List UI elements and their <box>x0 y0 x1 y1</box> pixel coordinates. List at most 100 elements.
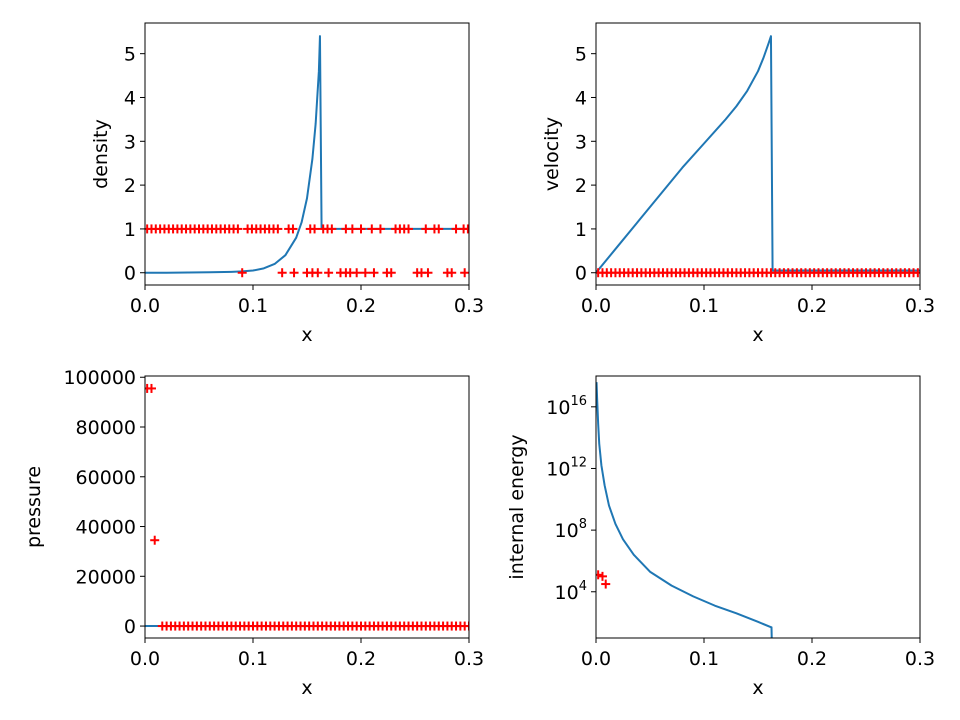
pressure-plot: 0.0 0.1 0.2 0.3 0 20000 40000 60000 80000 100000 x… <box>23 367 484 699</box>
x-tick-label: 0.2 <box>346 648 376 670</box>
data-point-marker <box>597 571 607 581</box>
axes-frame <box>144 375 470 639</box>
data-point-marker <box>601 579 611 589</box>
data-point-marker <box>150 535 160 545</box>
data-point-marker <box>434 224 444 234</box>
y-tick-label: 4 <box>124 87 136 109</box>
data-point-marker <box>289 268 299 278</box>
data-point-marker <box>347 224 357 234</box>
y-tick-label: 2 <box>124 175 136 197</box>
data-point-marker <box>913 268 920 278</box>
axes-frame <box>595 22 921 286</box>
x-tick-label: 0.0 <box>130 295 160 317</box>
x-axis-label: x <box>752 324 763 346</box>
y-tick-label: 0 <box>124 616 136 638</box>
y-tick-label: 1 <box>124 219 136 241</box>
data-point-marker <box>288 224 298 234</box>
data-point-marker <box>146 383 156 393</box>
tick-exponent: 12 <box>570 455 587 470</box>
series-line <box>596 382 773 638</box>
x-tick-label: 0.0 <box>130 648 160 670</box>
density-plot: 0.0 0.1 0.2 0.3 0 1 2 3 4 5 x density <box>90 22 484 346</box>
data-point-marker <box>464 621 469 631</box>
x-axis-label: x <box>301 324 312 346</box>
velocity-plot: 0.0 0.1 0.2 0.3 0 1 2 3 4 5 x velocity <box>541 22 935 346</box>
tick-base: 10 <box>555 582 579 604</box>
y-tick-label: 0 <box>575 263 587 285</box>
y-tick-label: 1 <box>575 219 587 241</box>
tick-base: 10 <box>546 397 570 419</box>
y-tick-label: 4 <box>575 87 587 109</box>
x-tick-label: 0.0 <box>581 648 611 670</box>
data-point-marker <box>596 570 603 580</box>
y-tick-label: 60000 <box>76 467 136 489</box>
y-axis-label: internal energy <box>506 434 528 579</box>
data-point-marker <box>447 268 457 278</box>
tick-exponent: 4 <box>579 579 587 594</box>
x-tick-label: 0.0 <box>581 295 611 317</box>
y-axis-label: pressure <box>23 466 45 548</box>
x-axis-label: x <box>752 677 763 699</box>
x-tick-label: 0.3 <box>905 648 935 670</box>
data-point-marker <box>451 224 461 234</box>
data-point-marker <box>367 224 377 234</box>
y-tick-label: 5 <box>575 44 587 66</box>
data-point-marker <box>386 268 396 278</box>
data-point-marker <box>460 268 469 278</box>
data-point-marker <box>369 268 379 278</box>
series-line <box>596 35 920 274</box>
data-point-marker <box>352 268 362 278</box>
y-tick-label: 1012 <box>546 455 587 480</box>
tick-base: 10 <box>546 458 570 480</box>
x-tick-label: 0.2 <box>346 295 376 317</box>
data-point-marker <box>463 224 469 234</box>
x-tick-label: 0.2 <box>797 295 827 317</box>
tick-exponent: 16 <box>570 394 587 409</box>
y-tick-label: 108 <box>555 517 587 542</box>
plot-area <box>145 35 469 278</box>
tick-exponent: 8 <box>579 517 587 532</box>
data-point-marker <box>423 268 433 278</box>
data-point-marker <box>356 224 366 234</box>
data-point-marker <box>360 268 370 278</box>
plot-area <box>596 382 773 638</box>
plot-area <box>596 35 920 278</box>
x-axis-label: x <box>301 677 312 699</box>
x-tick-label: 0.1 <box>238 648 268 670</box>
data-point-marker <box>237 268 247 278</box>
y-tick-label: 20000 <box>76 566 136 588</box>
x-tick-label: 0.3 <box>905 295 935 317</box>
y-axis-label: density <box>90 119 112 189</box>
y-tick-label: 104 <box>555 579 587 604</box>
x-tick-label: 0.3 <box>454 295 484 317</box>
axes-frame <box>595 375 921 639</box>
data-point-marker <box>404 224 414 234</box>
data-point-marker <box>313 268 323 278</box>
y-tick-label: 100000 <box>63 367 136 389</box>
x-tick-label: 0.2 <box>797 648 827 670</box>
plot-area <box>145 383 469 631</box>
y-tick-label: 1016 <box>546 394 587 419</box>
y-tick-label: 5 <box>124 44 136 66</box>
data-point-marker <box>327 224 337 234</box>
data-point-marker <box>273 224 283 234</box>
x-tick-label: 0.1 <box>689 295 719 317</box>
data-point-marker <box>277 268 287 278</box>
data-point-marker <box>310 224 320 234</box>
axes-frame <box>144 22 470 286</box>
y-axis-label: velocity <box>541 117 563 191</box>
y-tick-label: 2 <box>575 175 587 197</box>
y-tick-label: 3 <box>575 131 587 153</box>
y-tick-label: 40000 <box>76 517 136 539</box>
tick-base: 10 <box>555 520 579 542</box>
y-tick-label: 80000 <box>76 417 136 439</box>
x-tick-label: 0.1 <box>689 648 719 670</box>
y-tick-label: 0 <box>124 263 136 285</box>
data-point-marker <box>324 268 334 278</box>
data-point-marker <box>233 224 243 234</box>
data-point-marker <box>375 224 385 234</box>
x-tick-label: 0.1 <box>238 295 268 317</box>
